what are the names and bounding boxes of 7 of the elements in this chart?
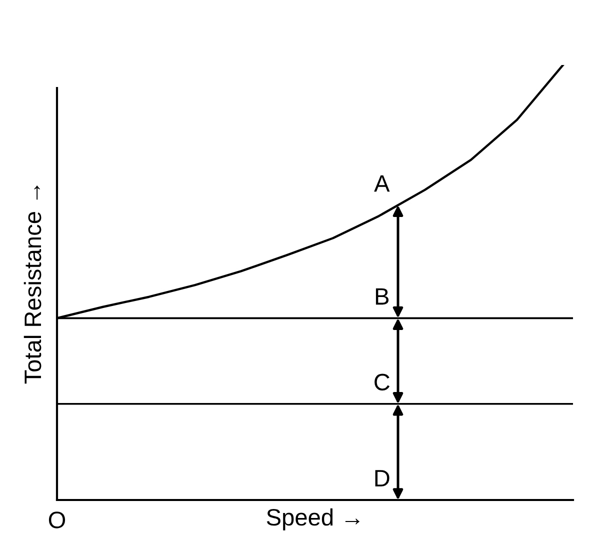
annotation: A xyxy=(374,175,390,192)
annotation: B xyxy=(376,288,389,305)
annotation: C xyxy=(374,374,390,390)
text: O xyxy=(48,512,66,528)
x-axis-title: Speed → xyxy=(266,508,360,530)
y-axis-title: Total Resistance → xyxy=(24,186,42,384)
annotation: D xyxy=(375,470,390,486)
